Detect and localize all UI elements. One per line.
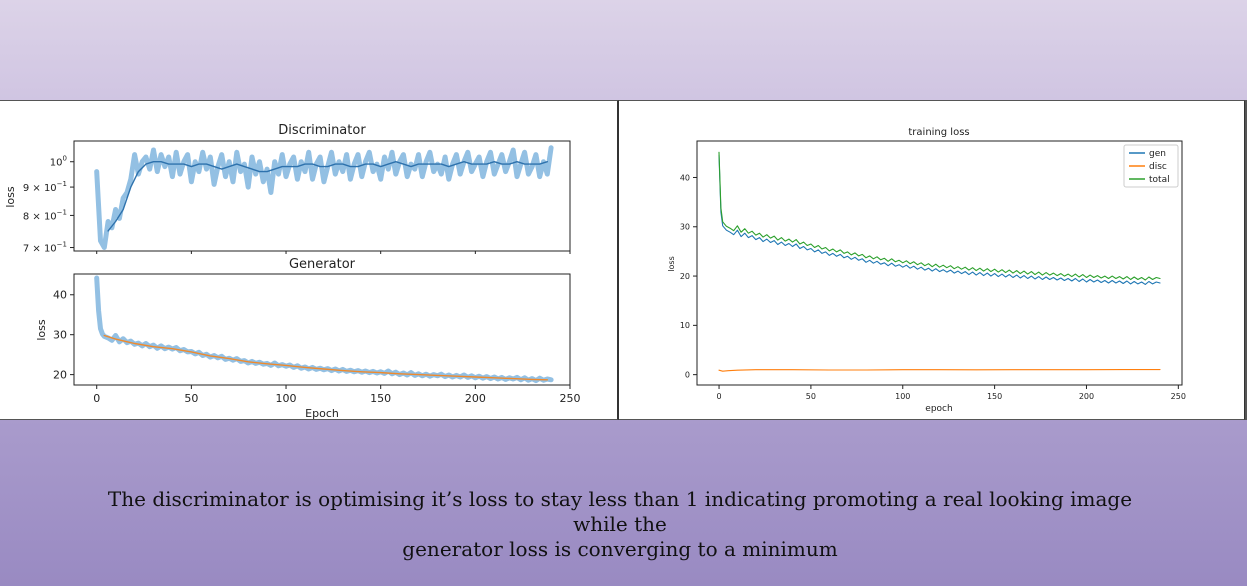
generator-plot-frame — [73, 273, 571, 386]
gan-loss-plots: Discriminator loss 100 9 × 10−1 8 × 10−1 7 … — [4, 123, 581, 420]
training-loss-x-tick-label: 50 — [806, 392, 816, 401]
generator-x-tick-label: 50 — [184, 392, 198, 405]
legend-label-gen: gen — [1149, 149, 1166, 159]
discriminator-y-tick-label: 8 × 10−1 — [23, 208, 67, 222]
training-loss-y-tick-label: 40 — [680, 173, 690, 182]
discriminator-y-axis-label: loss — [4, 186, 17, 208]
training-loss-line-gen — [718, 154, 1161, 285]
training-loss-line-total — [718, 151, 1161, 281]
training-loss-y-axis-label: loss — [667, 256, 676, 271]
legend-label-disc: disc — [1149, 162, 1167, 172]
discriminator-y-ticks: 100 9 × 10−1 8 × 10−1 7 × 10−1 — [23, 155, 74, 255]
generator-x-axis-label: Epoch — [305, 407, 339, 419]
generator-y-tick-label: 40 — [53, 289, 67, 302]
training-loss-plot-frame — [696, 140, 1183, 386]
training-loss-x-ticks: 0 50 100 150 200 250 — [716, 385, 1186, 401]
training-loss-figure: training loss loss epoch 0 50 100 150 200 250… — [619, 100, 1245, 420]
training-loss-x-tick-label: 150 — [987, 392, 1002, 401]
generator-line-raw — [94, 275, 554, 384]
discriminator-title: Discriminator — [278, 123, 366, 138]
generator-y-axis-label: loss — [35, 319, 48, 341]
training-loss-lines — [718, 151, 1161, 372]
discriminator-y-tick-label: 9 × 10−1 — [23, 180, 67, 194]
training-loss-x-axis-label: epoch — [925, 404, 952, 414]
training-loss-x-tick-label: 0 — [716, 392, 721, 401]
discriminator-lines — [94, 145, 571, 254]
training-loss-y-tick-label: 10 — [680, 321, 690, 330]
training-loss-y-tick-label: 20 — [680, 272, 690, 281]
training-loss-line-disc — [718, 369, 1161, 372]
generator-x-ticks: 0 50 100 150 200 250 — [93, 385, 581, 405]
discriminator-plot-frame — [73, 140, 571, 252]
generator-x-tick-label: 150 — [370, 392, 391, 405]
generator-title: Generator — [289, 257, 356, 272]
generator-x-tick-label: 250 — [560, 392, 581, 405]
caption-line-1: The discriminator is optimising it’s los… — [107, 487, 1133, 536]
training-loss-y-tick-label: 30 — [680, 223, 690, 232]
generator-x-tick-label: 0 — [93, 392, 100, 405]
generator-y-tick-label: 30 — [53, 329, 67, 342]
discriminator-line-smoothed — [107, 161, 548, 232]
training-loss-x-tick-label: 100 — [895, 392, 910, 401]
training-loss-plot: training loss loss epoch 0 50 100 150 200 250… — [667, 127, 1186, 414]
right-edge-divider — [1245, 100, 1247, 420]
discriminator-y-tick-label: 100 — [50, 155, 67, 169]
generator-x-tick-label: 200 — [465, 392, 486, 405]
discriminator-y-tick-label: 7 × 10−1 — [23, 241, 67, 255]
slide-caption: The discriminator is optimising it’s los… — [100, 487, 1140, 562]
training-loss-title: training loss — [908, 127, 969, 138]
gan-loss-figure: Discriminator loss 100 9 × 10−1 8 × 10−1 7 … — [0, 100, 619, 420]
generator-y-ticks: 20 30 40 — [53, 289, 74, 381]
training-loss-legend: gen disc total — [1123, 144, 1179, 188]
training-loss-x-tick-label: 250 — [1171, 392, 1186, 401]
legend-label-total: total — [1149, 175, 1170, 185]
generator-line-smoothed — [103, 334, 548, 381]
slide-header-band — [0, 0, 1247, 100]
generator-lines — [94, 275, 554, 384]
legend-box — [1123, 144, 1179, 188]
training-loss-y-ticks: 0 10 20 30 40 — [680, 173, 697, 379]
caption-line-2: generator loss is converging to a minimu… — [402, 537, 838, 561]
training-loss-x-tick-label: 200 — [1079, 392, 1094, 401]
generator-y-tick-label: 20 — [53, 368, 67, 381]
generator-x-tick-label: 100 — [276, 392, 297, 405]
training-loss-y-tick-label: 0 — [685, 370, 690, 379]
